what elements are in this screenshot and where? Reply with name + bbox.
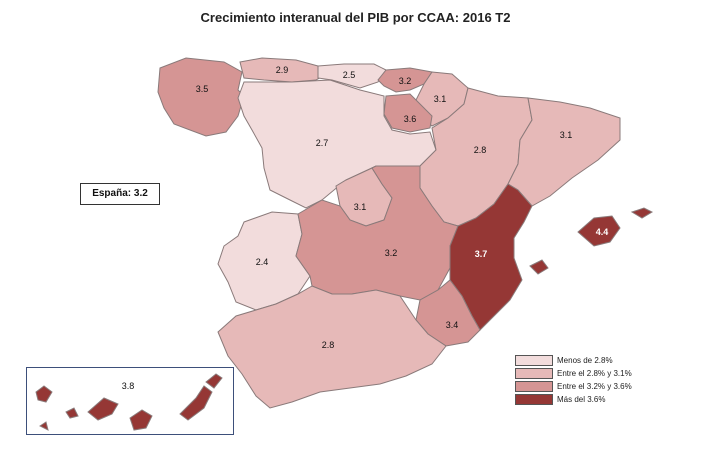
region-valenciana (449, 183, 533, 331)
map-title: Crecimiento interanual del PIB por CCAA:… (200, 10, 511, 25)
legend-item: Entre el 3.2% y 3.6% (515, 380, 665, 393)
legend-swatch (515, 394, 553, 405)
legend-item: Más del 3.6% (515, 393, 665, 406)
region-canarias-1 (35, 385, 53, 403)
region-canarias-6 (179, 385, 213, 421)
label-castilla-leon: 2.7 (316, 138, 329, 148)
legend-swatch (515, 355, 553, 366)
label-la-rioja: 3.6 (404, 114, 417, 124)
region-canarias-2 (39, 421, 49, 431)
label-canarias: 3.8 (122, 381, 135, 391)
label-aragon: 2.8 (474, 145, 487, 155)
legend-swatch (515, 368, 553, 379)
spain-total-box: España: 3.2 (80, 183, 160, 205)
label-extremadura: 2.4 (256, 257, 269, 267)
region-la-rioja (383, 93, 433, 133)
label-pais-vasco: 3.2 (399, 76, 412, 86)
legend-item: Entre el 2.8% y 3.1% (515, 367, 665, 380)
label-madrid: 3.1 (354, 202, 367, 212)
region-baleares (577, 215, 621, 247)
region-canarias-3 (65, 407, 79, 419)
region-cantabria (317, 63, 387, 89)
label-murcia: 3.4 (446, 320, 459, 330)
region-galicia (157, 57, 245, 137)
legend-swatch (515, 381, 553, 392)
legend-item: Menos de 2.8% (515, 354, 665, 367)
label-baleares: 4.4 (596, 227, 609, 237)
region-baleares-ibiza (529, 259, 549, 275)
legend-label: Entre el 3.2% y 3.6% (557, 382, 632, 391)
region-canarias-5 (129, 409, 153, 431)
legend: Menos de 2.8% Entre el 2.8% y 3.1% Entre… (515, 354, 665, 406)
label-castilla-la-mancha: 3.2 (385, 248, 398, 258)
canarias-inset-frame (26, 367, 234, 435)
region-pais-vasco (377, 67, 433, 93)
legend-label: Entre el 2.8% y 3.1% (557, 369, 632, 378)
label-galicia: 3.5 (196, 84, 209, 94)
label-navarra: 3.1 (434, 94, 447, 104)
legend-label: Más del 3.6% (557, 395, 606, 404)
region-cataluna (507, 97, 621, 207)
label-andalucia: 2.8 (322, 340, 335, 350)
label-asturias: 2.9 (276, 65, 289, 75)
label-valenciana: 3.7 (475, 249, 488, 259)
region-andalucia (217, 285, 447, 409)
region-canarias-4 (87, 397, 119, 421)
label-cataluna: 3.1 (560, 130, 573, 140)
legend-label: Menos de 2.8% (557, 356, 613, 365)
label-cantabria: 2.5 (343, 70, 356, 80)
region-canarias-7 (205, 373, 223, 389)
region-baleares-menorca (630, 207, 654, 219)
